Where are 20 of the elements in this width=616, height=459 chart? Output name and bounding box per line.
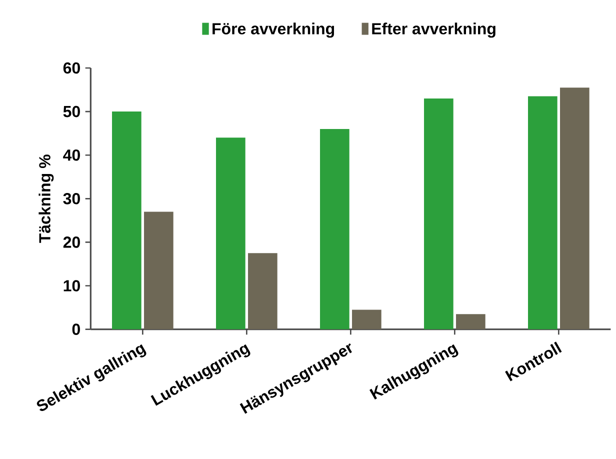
bar [424, 98, 454, 330]
bar [352, 310, 382, 330]
y-tick-label: 10 [64, 280, 80, 292]
y-tick-label: 60 [63, 62, 80, 74]
y-tick-label: 20 [63, 236, 80, 248]
legend-label: Efter avverkning [372, 22, 496, 38]
bar [320, 129, 350, 330]
y-tick-label: 0 [72, 324, 80, 336]
y-axis-title: Täckning % [38, 154, 54, 244]
bar [528, 96, 558, 330]
bar [560, 88, 590, 330]
bar [248, 253, 278, 330]
bar [144, 212, 174, 330]
legend-label: Före avverkning [212, 22, 334, 38]
y-tick-label: 40 [63, 150, 80, 161]
y-tick-label: 30 [63, 193, 80, 205]
bar [216, 138, 246, 330]
y-tick-label: 50 [63, 106, 80, 118]
bar [112, 112, 142, 330]
bar [456, 314, 486, 330]
